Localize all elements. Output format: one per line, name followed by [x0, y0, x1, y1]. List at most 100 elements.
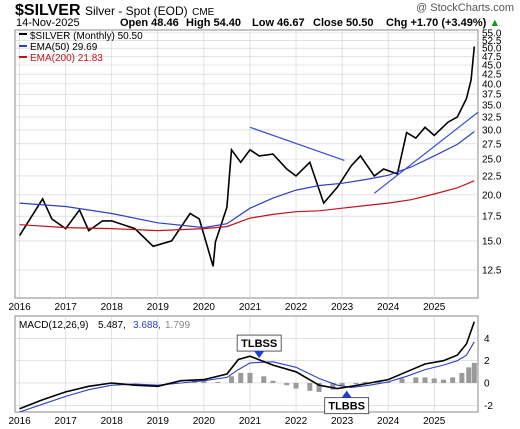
price-x-tick-label: 2016 — [8, 302, 31, 313]
legend-signal-value: 3.688, — [133, 320, 161, 331]
callout-arrow-icon — [254, 351, 265, 359]
legend-hist-value: 1.799 — [165, 320, 190, 331]
macd-histogram-bar — [270, 380, 276, 383]
up-arrow-icon: ▲ — [489, 17, 501, 29]
price-y-tick-label: 37.5 — [482, 90, 502, 101]
price-y-tick-label: 32.5 — [482, 113, 502, 124]
ema50-series-line — [19, 131, 475, 229]
price-y-tick-label: 17.5 — [482, 212, 502, 223]
symbol-title: $SILVER Silver - Spot (EOD) CME — [15, 2, 214, 20]
macd-histogram-bar — [413, 377, 419, 383]
macd-histogram-bar — [261, 376, 267, 383]
macd-histogram-bar — [238, 372, 244, 383]
macd-histogram-bar — [316, 382, 322, 392]
price-y-tick-label: 47.5 — [482, 52, 502, 63]
legend-swatch-ema50 — [19, 45, 27, 47]
macd-histogram-bar — [201, 379, 207, 383]
macd-histogram-bar — [330, 382, 336, 390]
callout-label: TLBBS — [328, 401, 365, 413]
macd-histogram-bar — [284, 382, 290, 386]
price-y-tick-label: 35.0 — [482, 101, 502, 112]
legend-price: $SILVER (Monthly) 50.50 — [30, 31, 143, 42]
callout-arrow-icon — [341, 390, 352, 398]
macd-x-tick-label: 2021 — [239, 416, 262, 427]
price-y-tick-label: 25.0 — [482, 155, 502, 166]
price-x-tick-label: 2023 — [331, 302, 354, 313]
macd-signal-line — [19, 341, 475, 413]
macd-x-tick-label: 2025 — [423, 416, 446, 427]
macd-histogram-bar — [215, 381, 221, 383]
date-label: 14-Nov-2025 — [16, 17, 80, 29]
macd-histogram-bar — [307, 382, 313, 391]
trendline — [249, 126, 345, 161]
price-y-tick-label: 45.0 — [482, 61, 502, 72]
price-x-tick-label: 2020 — [193, 302, 216, 313]
symbol: $SILVER — [15, 2, 81, 19]
macd-x-tick-label: 2018 — [101, 416, 124, 427]
price-x-tick-label: 2024 — [377, 302, 400, 313]
macd-x-tick-label: 2024 — [377, 416, 400, 427]
trendline — [373, 111, 479, 194]
legend-ema50: EMA(50) 29.69 — [30, 42, 98, 53]
price-y-tick-label: 20.0 — [482, 190, 502, 201]
macd-histogram-bar — [466, 367, 472, 383]
price-y-tick-label: 52.5 — [482, 36, 502, 47]
macd-histogram-bar — [431, 378, 437, 383]
change-value: Chg +1.70 (+3.49%) ▲ — [386, 17, 500, 29]
price-y-tick-label: 27.5 — [482, 139, 502, 150]
legend-ema200: EMA(200) 21.83 — [30, 53, 103, 64]
macd-histogram-bar — [293, 382, 299, 389]
macd-x-tick-label: 2020 — [193, 416, 216, 427]
legend-macd-value: 5.487, — [98, 320, 126, 331]
macd-panel-frame — [14, 315, 479, 413]
macd-histogram-bar — [362, 381, 368, 383]
price-x-tick-label: 2021 — [239, 302, 262, 313]
legend-swatch-price — [19, 33, 27, 35]
macd-histogram-bar — [399, 378, 405, 383]
change-text: Chg +1.70 (+3.49%) — [386, 17, 487, 29]
macd-histogram-bar — [440, 379, 446, 383]
macd-x-tick-label: 2016 — [8, 416, 31, 427]
price-y-tick-label: 22.5 — [482, 171, 502, 182]
price-y-tick-label: 30.0 — [482, 125, 502, 136]
macd-histogram-bar — [353, 382, 359, 385]
price-y-tick-label: 42.5 — [482, 70, 502, 81]
high-value: High 54.40 — [186, 17, 242, 29]
price-x-tick-label: 2019 — [147, 302, 170, 313]
price-y-tick-label: 50.0 — [482, 44, 502, 55]
close-value: Close 50.50 — [313, 17, 374, 29]
macd-x-tick-label: 2019 — [147, 416, 170, 427]
macd-x-tick-label: 2023 — [331, 416, 354, 427]
macd-histogram-bar — [229, 376, 235, 383]
macd-histogram-bar — [471, 362, 477, 383]
low-value: Low 46.67 — [252, 17, 305, 29]
macd-histogram-bar — [459, 372, 465, 383]
macd-legend: MACD(12,26,9) 5.487, 3.688, 1.799 — [19, 320, 190, 331]
open-value: Open 48.46 — [120, 17, 179, 29]
price-y-tick-label: 12.5 — [482, 266, 502, 277]
callout-label: TLBSS — [241, 338, 277, 350]
copyright: @ StockCharts.com — [416, 2, 514, 14]
instrument-name: Silver - Spot (EOD) — [84, 4, 188, 18]
price-x-tick-label: 2025 — [423, 302, 446, 313]
macd-x-tick-label: 2017 — [55, 416, 78, 427]
price-x-tick-label: 2017 — [55, 302, 78, 313]
price-y-tick-label: 55.0 — [482, 28, 502, 39]
price-y-tick-label: 40.0 — [482, 79, 502, 90]
price-panel-frame — [14, 29, 479, 299]
price-x-tick-label: 2022 — [285, 302, 308, 313]
price-legend: $SILVER (Monthly) 50.50 EMA(50) 29.69 EM… — [19, 31, 143, 64]
macd-y-tick-label: 0 — [484, 378, 490, 389]
price-series-line — [18, 46, 476, 267]
ema200-series-line — [19, 180, 475, 232]
macd-y-tick-label: -2 — [484, 401, 493, 412]
macd-histogram-bar — [422, 377, 428, 383]
price-x-tick-label: 2018 — [101, 302, 124, 313]
macd-line — [19, 321, 476, 410]
macd-x-tick-label: 2022 — [285, 416, 308, 427]
price-y-tick-label: 15.0 — [482, 236, 502, 247]
exchange: CME — [192, 7, 215, 18]
legend-macd-label: MACD(12,26,9) — [19, 320, 88, 331]
macd-histogram-bar — [450, 377, 456, 383]
